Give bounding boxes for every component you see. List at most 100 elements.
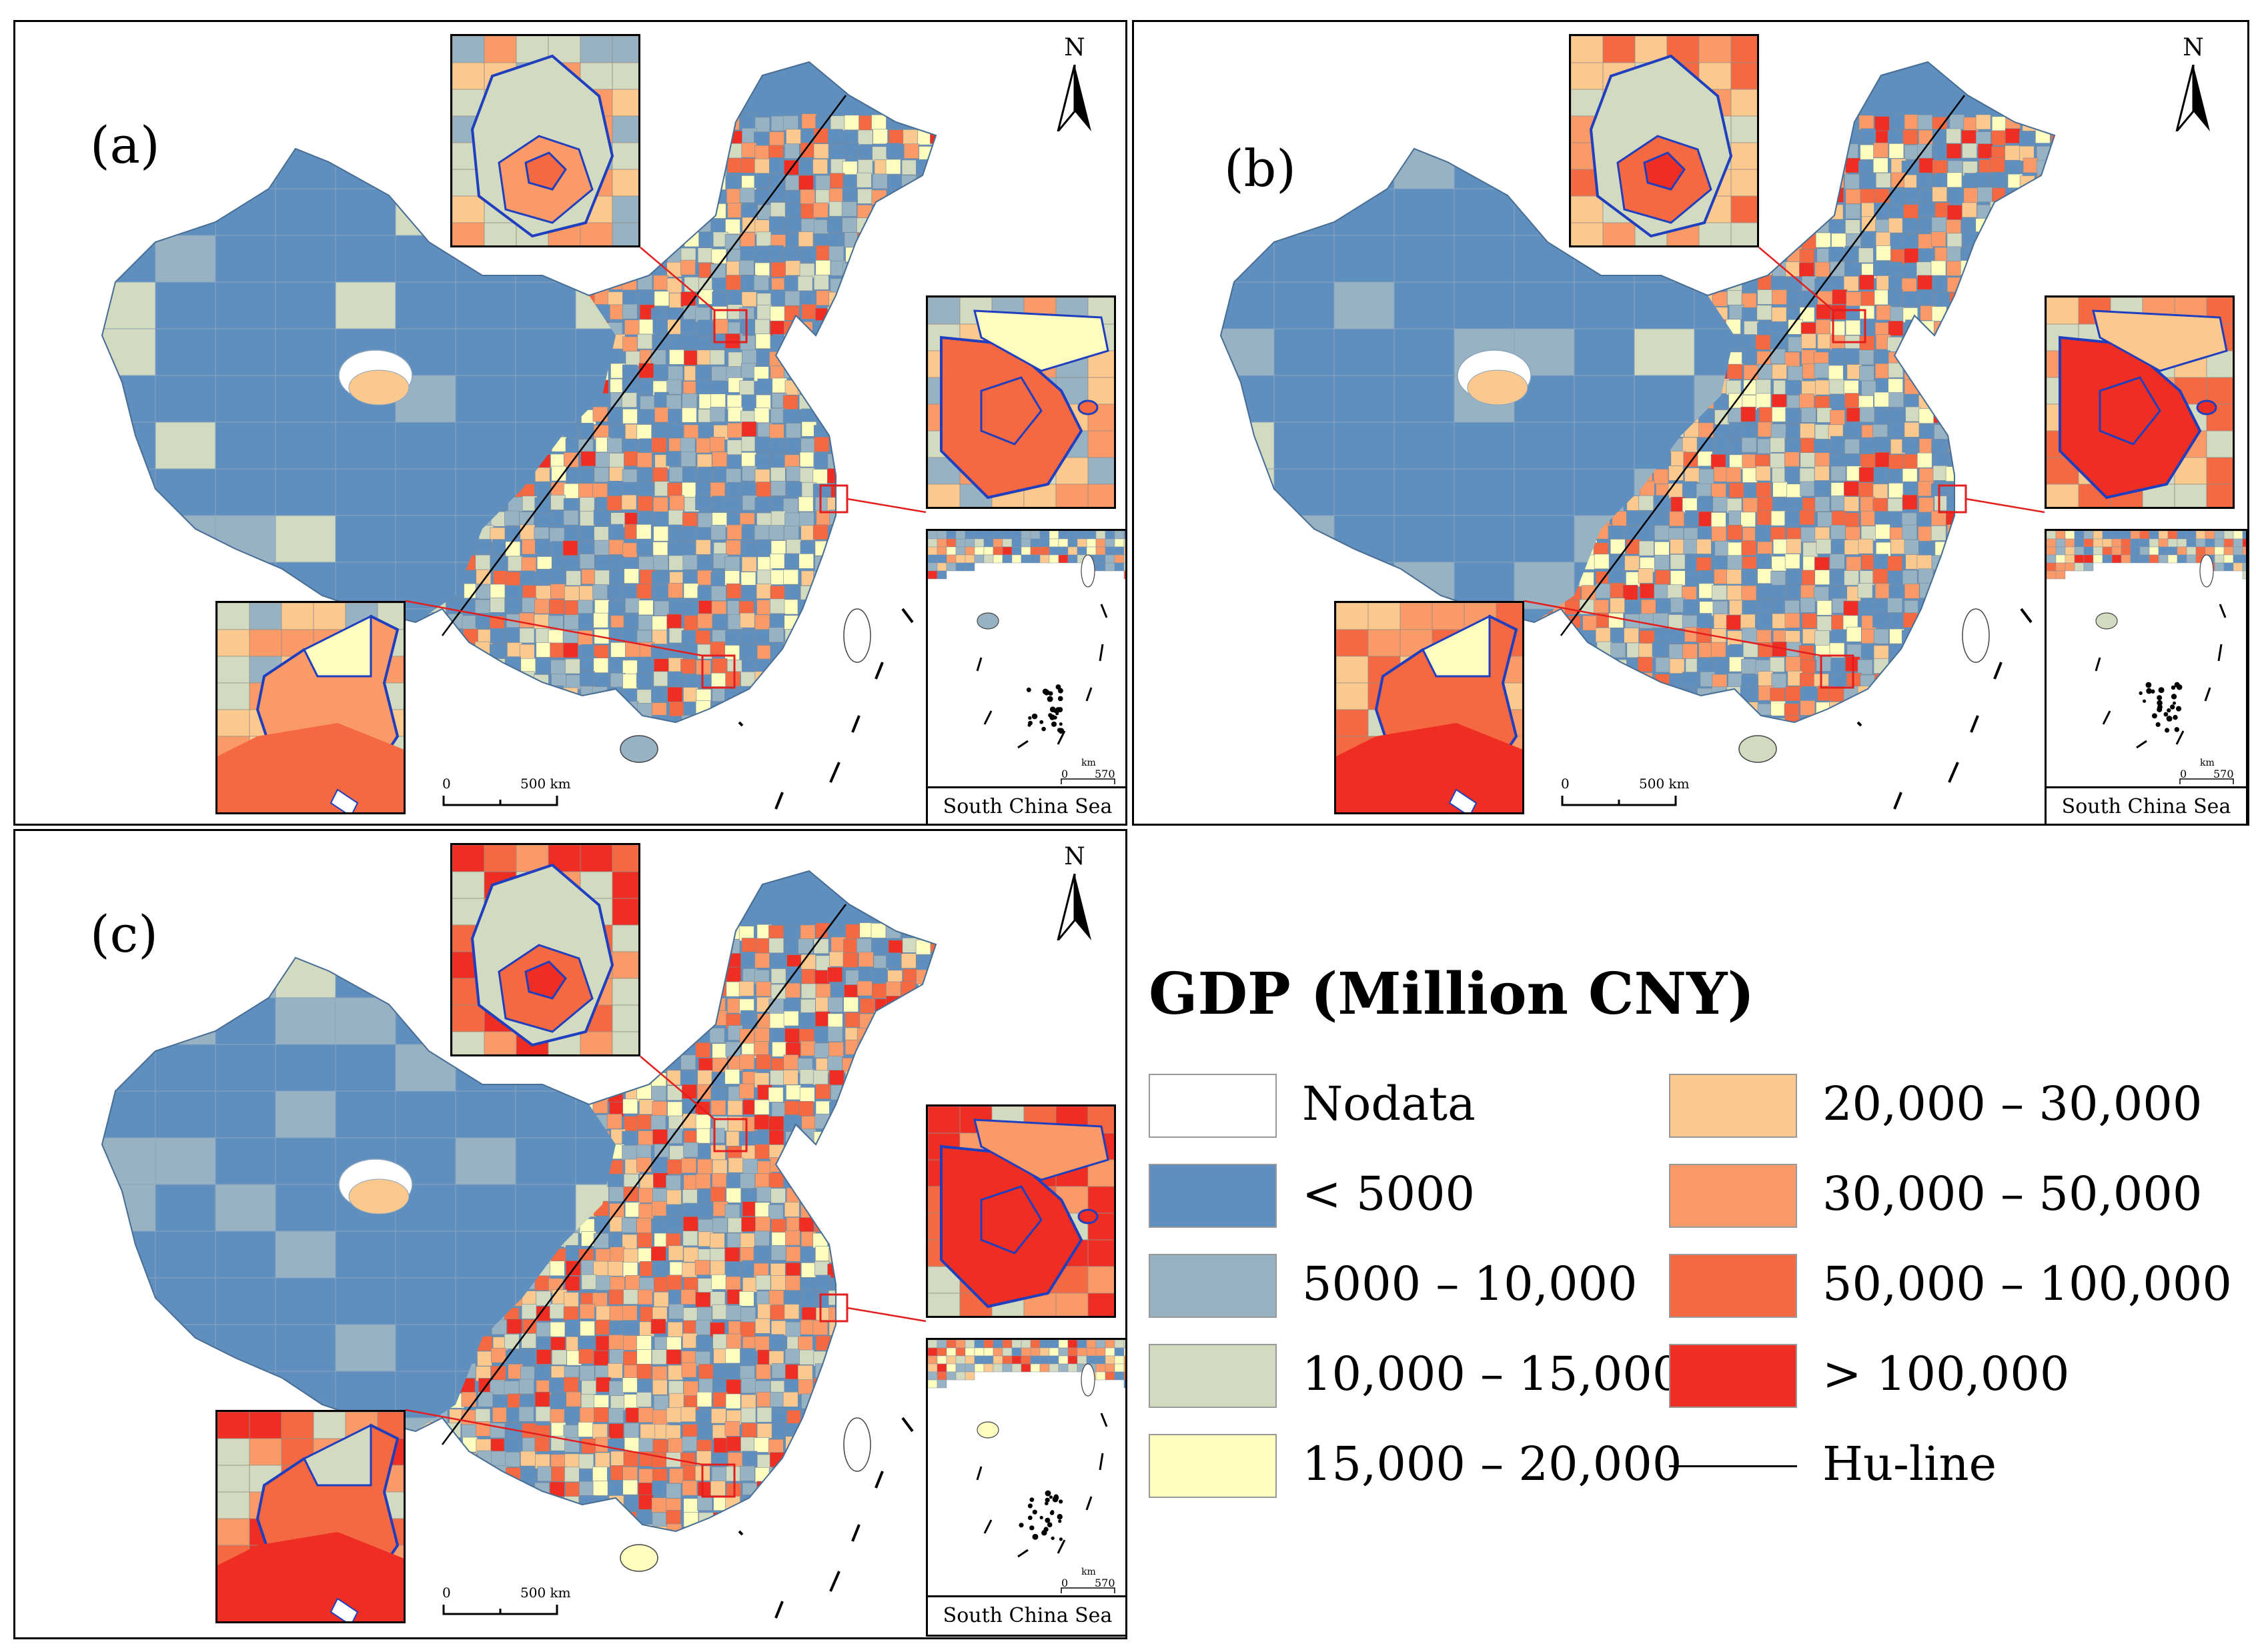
county — [1874, 468, 1889, 483]
county — [1902, 217, 1918, 233]
county — [770, 968, 786, 984]
county — [1549, 204, 1565, 220]
county — [830, 572, 845, 588]
county — [1830, 395, 1846, 410]
county — [828, 1042, 844, 1057]
county — [1816, 656, 1832, 672]
county — [1067, 530, 1078, 540]
county — [947, 261, 961, 276]
boundary-dash — [1100, 604, 1108, 618]
county — [800, 189, 816, 205]
county — [1728, 542, 1743, 558]
county — [1962, 202, 1977, 218]
county — [698, 319, 713, 335]
county — [2005, 365, 2020, 381]
county — [668, 582, 683, 598]
county — [815, 1084, 830, 1099]
county — [1652, 642, 1668, 657]
county — [668, 423, 684, 438]
county — [666, 953, 681, 968]
county — [738, 1083, 754, 1099]
county — [395, 149, 456, 189]
county — [2139, 554, 2150, 564]
county — [784, 658, 800, 674]
county — [1975, 291, 1991, 307]
county — [2083, 546, 2094, 556]
county — [945, 190, 960, 205]
county — [622, 482, 638, 498]
county — [901, 586, 917, 602]
county — [1639, 583, 1655, 599]
county — [1123, 570, 1125, 580]
county — [741, 422, 757, 437]
county — [829, 644, 845, 660]
county — [740, 585, 756, 600]
county — [2021, 686, 2037, 701]
county — [1887, 556, 1903, 572]
county — [1993, 424, 2009, 440]
county — [741, 113, 756, 129]
county — [710, 130, 726, 145]
county — [828, 129, 843, 145]
island — [2167, 717, 2173, 722]
county — [1682, 644, 1698, 659]
county — [1655, 570, 1670, 586]
county — [800, 1040, 816, 1056]
county — [478, 1055, 493, 1070]
county — [1654, 541, 1670, 557]
county — [1714, 263, 1730, 279]
county — [772, 377, 787, 393]
county — [622, 542, 638, 558]
taiwan — [1081, 554, 1095, 588]
county — [858, 1086, 874, 1101]
county — [1978, 232, 1993, 248]
county — [565, 658, 580, 674]
county — [1888, 320, 1904, 336]
county — [1639, 687, 1655, 702]
county — [388, 984, 404, 999]
county — [1918, 129, 1934, 145]
county — [2223, 538, 2234, 548]
county — [1712, 717, 1728, 722]
county — [1095, 562, 1106, 572]
county — [859, 483, 875, 499]
county — [1888, 715, 1904, 722]
county — [1814, 586, 1829, 602]
county — [2022, 381, 2038, 397]
county — [754, 1130, 769, 1146]
county — [1670, 554, 1686, 570]
county — [1786, 424, 1801, 439]
county — [640, 409, 655, 425]
county — [931, 1026, 936, 1042]
county — [623, 1173, 639, 1189]
county — [1772, 468, 1787, 483]
county — [1580, 248, 1596, 264]
county — [650, 1115, 666, 1130]
county — [592, 246, 608, 261]
county — [1904, 717, 1920, 722]
county — [2214, 554, 2225, 564]
county — [1800, 452, 1816, 468]
county — [2019, 657, 2035, 672]
county — [680, 452, 696, 467]
county — [1785, 656, 1801, 672]
county — [2214, 546, 2225, 556]
county — [1918, 513, 1934, 529]
county — [1948, 319, 1964, 335]
county — [1961, 292, 1977, 308]
county — [1991, 247, 2007, 263]
county — [680, 953, 696, 969]
county — [726, 188, 742, 204]
county — [741, 436, 757, 452]
county — [830, 144, 846, 160]
county — [2233, 538, 2243, 548]
county — [1843, 143, 1858, 159]
county — [1934, 572, 1950, 588]
county — [563, 510, 579, 526]
county — [770, 454, 786, 470]
county — [768, 438, 784, 454]
county — [1858, 538, 1874, 554]
county — [1960, 277, 1976, 293]
county — [2051, 129, 2055, 145]
county — [1787, 583, 1802, 599]
